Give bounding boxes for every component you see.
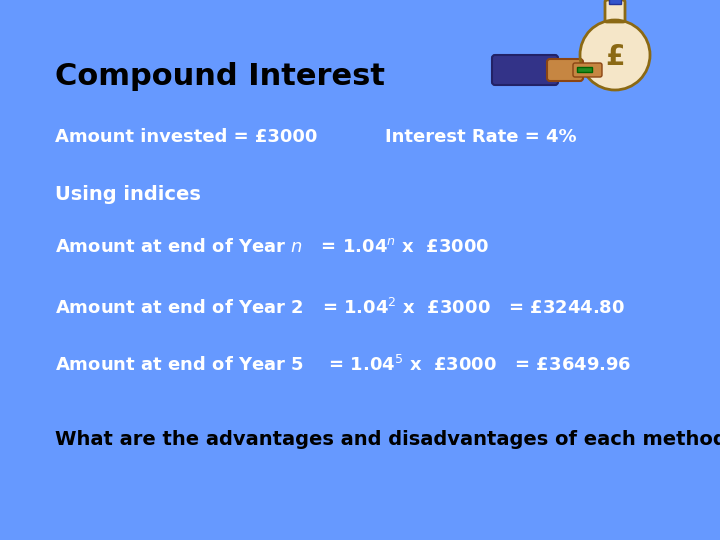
Text: Interest Rate = 4%: Interest Rate = 4% <box>385 128 577 146</box>
Text: What are the advantages and disadvantages of each method?: What are the advantages and disadvantage… <box>55 430 720 449</box>
Circle shape <box>580 20 650 90</box>
Text: Amount at end of Year 2   = 1.04$^2$ x  £3000   = £3244.80: Amount at end of Year 2 = 1.04$^2$ x £30… <box>55 298 625 318</box>
FancyBboxPatch shape <box>573 63 602 77</box>
Text: Using indices: Using indices <box>55 185 201 204</box>
FancyBboxPatch shape <box>605 0 625 22</box>
Text: Amount at end of Year 5    = 1.04$^5$ x  £3000   = £3649.96: Amount at end of Year 5 = 1.04$^5$ x £30… <box>55 355 631 375</box>
Bar <box>577 67 592 72</box>
FancyBboxPatch shape <box>492 55 558 85</box>
Bar <box>609 0 621 4</box>
Text: Amount at end of Year $n$   = 1.04$^n$ x  £3000: Amount at end of Year $n$ = 1.04$^n$ x £… <box>55 238 490 256</box>
Text: Amount invested = £3000: Amount invested = £3000 <box>55 128 318 146</box>
Text: £: £ <box>606 43 625 71</box>
Text: Compound Interest: Compound Interest <box>55 62 385 91</box>
FancyBboxPatch shape <box>547 59 583 81</box>
